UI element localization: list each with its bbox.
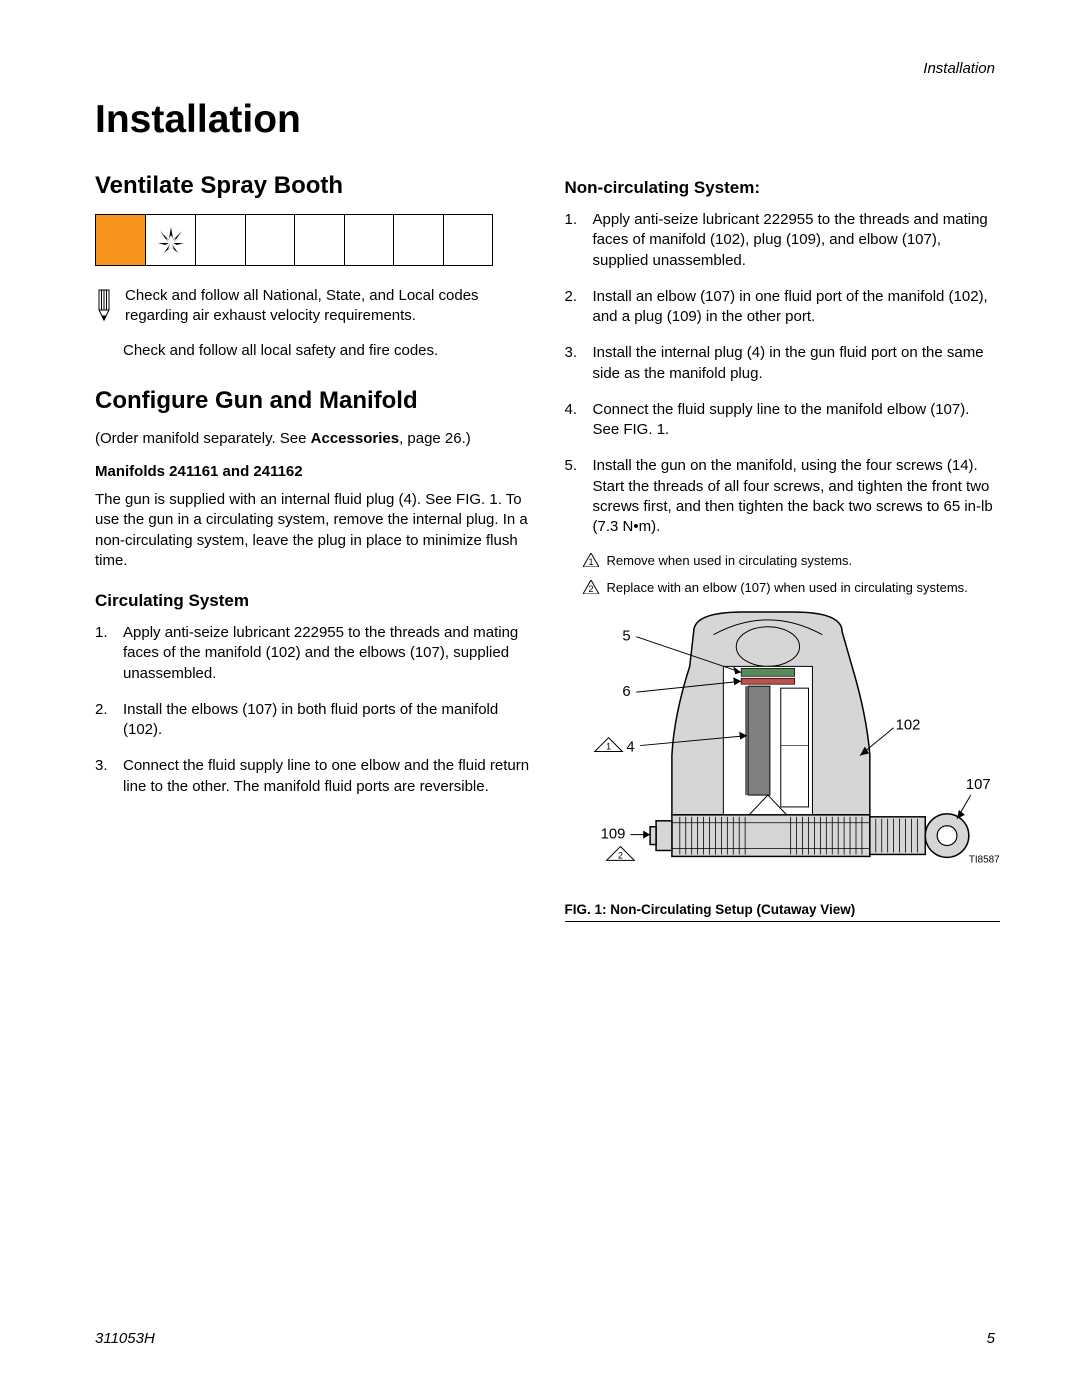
pencil-note-row: Check and follow all National, State, an… — [95, 286, 531, 327]
footer-page-number: 5 — [987, 1330, 995, 1347]
note-text-2: Check and follow all local safety and fi… — [123, 341, 531, 361]
warning-cell-empty — [345, 215, 395, 265]
accessories-ref: Accessories — [311, 430, 399, 447]
heading-circulating: Circulating System — [95, 591, 531, 611]
figure-1: 5 6 1 4 102 107 — [565, 607, 1001, 922]
triangle-1-icon: 1 — [583, 553, 599, 567]
callout-107: 107 — [965, 777, 990, 793]
order-manifold-para: (Order manifold separately. See Accessor… — [95, 429, 531, 449]
warning-cell-empty — [246, 215, 296, 265]
figure-caption: FIG. 1: Non-Circulating Setup (Cutaway V… — [565, 902, 1001, 922]
warning-cell-empty — [196, 215, 246, 265]
list-item: Install an elbow (107) in one fluid port… — [565, 287, 1001, 328]
triangle-note-text: Replace with an elbow (107) when used in… — [607, 580, 968, 597]
list-item: Install the internal plug (4) in the gun… — [565, 343, 1001, 384]
warning-cell-explosion-icon — [146, 215, 196, 265]
callout-6: 6 — [622, 684, 630, 700]
manifold-description: The gun is supplied with an internal flu… — [95, 490, 531, 571]
pencil-icon — [95, 288, 117, 322]
list-item: Connect the fluid supply line to one elb… — [95, 756, 531, 797]
warning-cell-empty — [444, 215, 493, 265]
warning-icon-grid — [95, 214, 493, 266]
svg-text:2: 2 — [617, 850, 622, 860]
triangle-note-2: 2 Replace with an elbow (107) when used … — [583, 580, 1001, 597]
svg-text:1: 1 — [588, 557, 593, 567]
list-item: Apply anti-seize lubricant 222955 to the… — [95, 623, 531, 684]
callout-102: 102 — [895, 718, 920, 734]
footer-doc-number: 311053H — [95, 1330, 155, 1347]
heading-ventilate: Ventilate Spray Booth — [95, 172, 531, 200]
callout-109: 109 — [600, 827, 625, 843]
warning-cell-empty — [295, 215, 345, 265]
list-item: Apply anti-seize lubricant 222955 to the… — [565, 210, 1001, 271]
manifold-cutaway-diagram: 5 6 1 4 102 107 — [565, 607, 1001, 894]
heading-configure: Configure Gun and Manifold — [95, 387, 531, 415]
explosion-icon — [156, 225, 186, 255]
svg-text:2: 2 — [588, 584, 593, 594]
right-column: Non-circulating System: Apply anti-seize… — [565, 172, 1001, 922]
list-item: Install the elbows (107) in both fluid p… — [95, 700, 531, 741]
callout-4: 4 — [626, 740, 634, 756]
triangle-note-1: 1 Remove when used in circulating system… — [583, 553, 1001, 570]
callout-5: 5 — [622, 629, 630, 645]
warning-cell-orange — [96, 215, 146, 265]
left-column: Ventilate Spray Booth — [95, 172, 531, 922]
svg-text:1: 1 — [606, 742, 611, 752]
noncirculating-steps: Apply anti-seize lubricant 222955 to the… — [565, 210, 1001, 537]
list-item: Install the gun on the manifold, using t… — [565, 456, 1001, 537]
note-text: Check and follow all National, State, an… — [125, 286, 531, 327]
list-item: Connect the fluid supply line to the man… — [565, 400, 1001, 441]
triangle-2-icon: 2 — [583, 580, 599, 594]
heading-manifolds: Manifolds 241161 and 241162 — [95, 463, 531, 480]
header-section-label: Installation — [923, 60, 995, 77]
circulating-steps: Apply anti-seize lubricant 222955 to the… — [95, 623, 531, 797]
page-title: Installation — [95, 98, 1000, 142]
text: (Order manifold separately. See — [95, 430, 311, 447]
triangle-note-text: Remove when used in circulating systems. — [607, 553, 853, 570]
text: , page 26.) — [399, 430, 471, 447]
figure-ref: TI8587b — [968, 854, 1000, 865]
two-column-layout: Ventilate Spray Booth — [95, 172, 1000, 922]
warning-cell-empty — [394, 215, 444, 265]
heading-noncirculating: Non-circulating System: — [565, 178, 1001, 198]
